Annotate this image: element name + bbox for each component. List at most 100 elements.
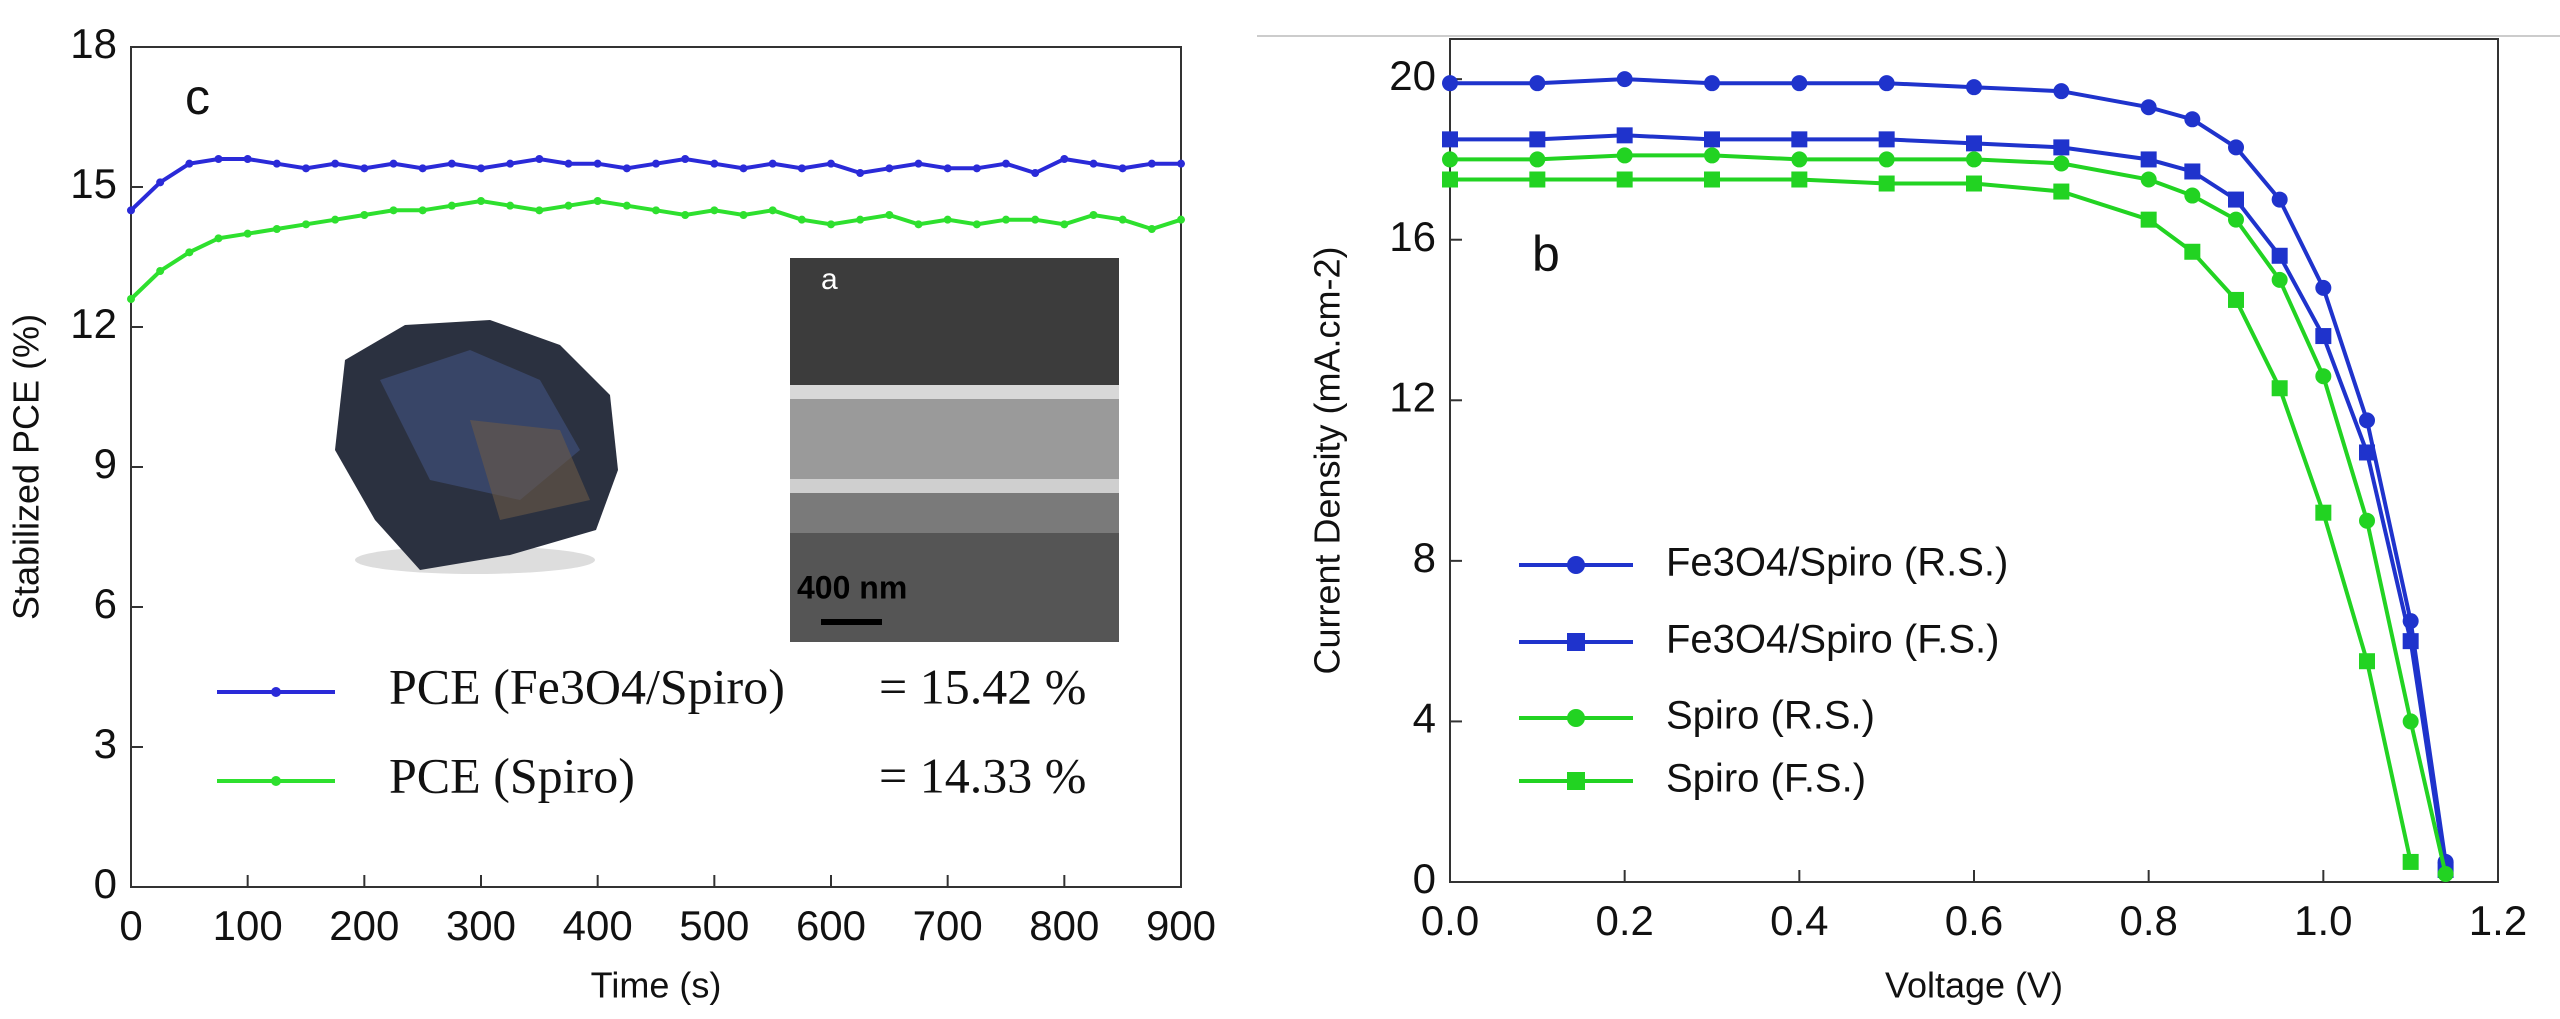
marker: [2359, 653, 2375, 670]
marker: [1031, 215, 1040, 224]
marker: [1966, 151, 1982, 168]
scale-label: 400 nm: [797, 569, 907, 605]
legend-marker: [1567, 709, 1585, 727]
marker: [1966, 135, 1982, 152]
marker: [2359, 444, 2375, 461]
marker: [331, 159, 340, 168]
legend-label: PCE (Spiro): [389, 747, 635, 803]
y-tick-label: 8: [1413, 534, 1436, 581]
legend-label: Fe3O4/Spiro (R.S.): [1666, 541, 2008, 585]
marker: [739, 211, 748, 219]
marker: [652, 206, 660, 215]
x-tick-label: 0.2: [1595, 897, 1653, 944]
panel-label: c: [185, 69, 210, 125]
marker: [477, 164, 485, 173]
marker: [156, 178, 165, 187]
y-tick-label: 12: [1389, 373, 1436, 420]
marker: [185, 159, 194, 168]
legend-marker: [1567, 556, 1585, 574]
series-line: [1450, 177, 2413, 863]
marker: [2140, 171, 2157, 188]
marker: [2053, 183, 2070, 200]
marker: [739, 164, 748, 173]
marker: [1089, 211, 1098, 219]
marker: [535, 206, 544, 215]
marker: [2184, 187, 2201, 204]
marker: [302, 164, 310, 173]
marker: [2053, 155, 2070, 172]
x-tick-label: 800: [1029, 902, 1099, 949]
marker: [477, 197, 485, 205]
sem-image: [790, 258, 1119, 642]
marker: [797, 164, 806, 173]
marker: [2402, 713, 2419, 730]
marker: [1089, 159, 1098, 168]
panel-label: b: [1532, 226, 1560, 282]
marker: [2271, 380, 2288, 397]
marker: [681, 211, 690, 219]
rock-photo: [335, 320, 618, 574]
y-tick-label: 18: [70, 20, 117, 67]
y-axis-title: Current Density (mA.cm-2): [1307, 246, 1348, 674]
marker: [1060, 155, 1069, 163]
marker: [243, 155, 252, 163]
marker: [2437, 865, 2454, 882]
marker: [1529, 131, 1546, 148]
marker: [914, 220, 923, 229]
marker: [1966, 79, 1982, 96]
marker: [1704, 131, 1720, 148]
legend-label: Spiro (F.S.): [1666, 757, 1866, 801]
x-tick-label: 400: [563, 902, 633, 949]
marker: [972, 164, 981, 173]
x-axis-title: Time (s): [591, 965, 722, 1006]
marker: [2228, 211, 2244, 228]
marker: [302, 220, 310, 229]
marker: [652, 159, 660, 168]
marker: [447, 201, 456, 210]
marker: [2315, 368, 2332, 385]
marker: [389, 159, 398, 168]
marker: [2271, 247, 2288, 264]
marker: [272, 159, 281, 168]
marker: [2315, 279, 2332, 296]
marker: [2402, 633, 2419, 650]
marker: [1616, 171, 1633, 188]
marker: [1002, 159, 1010, 168]
marker: [2402, 853, 2419, 870]
marker: [1442, 75, 1458, 92]
marker: [564, 159, 573, 168]
marker: [214, 155, 223, 163]
marker: [2140, 99, 2157, 116]
y-tick-label: 6: [94, 580, 117, 627]
x-tick-label: 900: [1146, 902, 1216, 949]
annotation: = 15.42 %: [879, 658, 1086, 714]
legend-label: Spiro (R.S.): [1666, 694, 1875, 738]
marker: [1529, 171, 1546, 188]
x-tick-label: 0.8: [2119, 897, 2177, 944]
marker: [885, 164, 894, 173]
marker: [2315, 328, 2332, 345]
marker: [1704, 147, 1720, 164]
marker: [593, 159, 602, 168]
marker: [331, 215, 340, 224]
series-line: [1450, 133, 2448, 871]
marker: [943, 215, 952, 224]
marker: [827, 220, 835, 229]
marker: [1060, 220, 1069, 229]
marker: [127, 206, 135, 215]
marker: [1147, 225, 1156, 233]
marker: [1442, 151, 1458, 168]
marker: [1529, 75, 1546, 92]
y-tick-label: 4: [1413, 695, 1436, 742]
x-tick-label: 100: [213, 902, 283, 949]
marker: [360, 164, 369, 173]
marker: [1177, 159, 1185, 168]
marker: [447, 159, 456, 168]
x-tick-label: 0.0: [1421, 897, 1479, 944]
marker: [710, 206, 719, 215]
marker: [535, 155, 544, 163]
marker: [797, 215, 806, 224]
marker: [1616, 147, 1633, 164]
marker: [768, 206, 777, 215]
